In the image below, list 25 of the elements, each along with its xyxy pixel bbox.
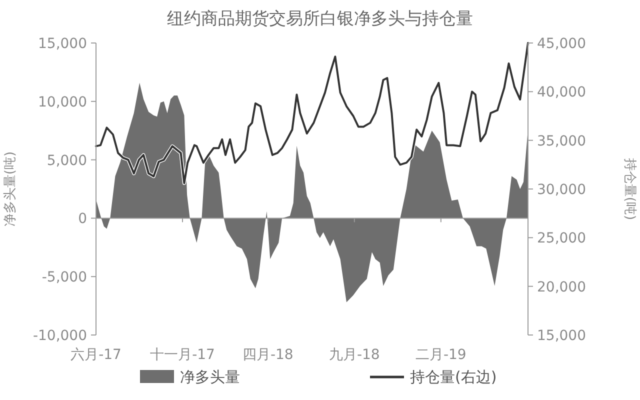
y2-axis-title: 持仓量(吨) (622, 158, 637, 220)
y-axis-title: 净多头量(吨) (3, 151, 18, 227)
x-tick-label: 六月-17 (70, 347, 122, 363)
legend-label: 净多头量 (180, 368, 240, 386)
legend-持仓量(右边): 持仓量(右边) (370, 368, 497, 386)
legend-label: 持仓量(右边) (410, 368, 497, 386)
y-tick-label: 15,000 (38, 36, 87, 52)
y2-tick-label: 25,000 (537, 230, 586, 247)
y2-tick-label: 20,000 (537, 279, 586, 296)
y2-tick-label: 40,000 (537, 84, 586, 101)
y2-tick-label: 15,000 (537, 328, 586, 344)
y-tick-label: 5,000 (46, 152, 87, 169)
x-tick-label: 二月-19 (415, 347, 466, 363)
legend-净多头量: 净多头量 (140, 368, 240, 386)
y2-tick-label: 35,000 (537, 133, 586, 150)
y-tick-label: -5,000 (42, 270, 87, 286)
x-tick-label: 十一月-17 (150, 347, 215, 363)
y-tick-label: -10,000 (32, 328, 87, 344)
y2-tick-label: 30,000 (537, 182, 586, 198)
y2-tick-label: 45,000 (537, 36, 586, 52)
y-tick-label: 0 (78, 211, 87, 228)
x-tick-label: 四月-18 (242, 347, 294, 363)
y-tick-label: 10,000 (38, 94, 87, 110)
x-tick-label: 九月-18 (328, 347, 380, 363)
chart-title: 纽约商品期货交易所白银净多头与持仓量 (167, 9, 473, 29)
